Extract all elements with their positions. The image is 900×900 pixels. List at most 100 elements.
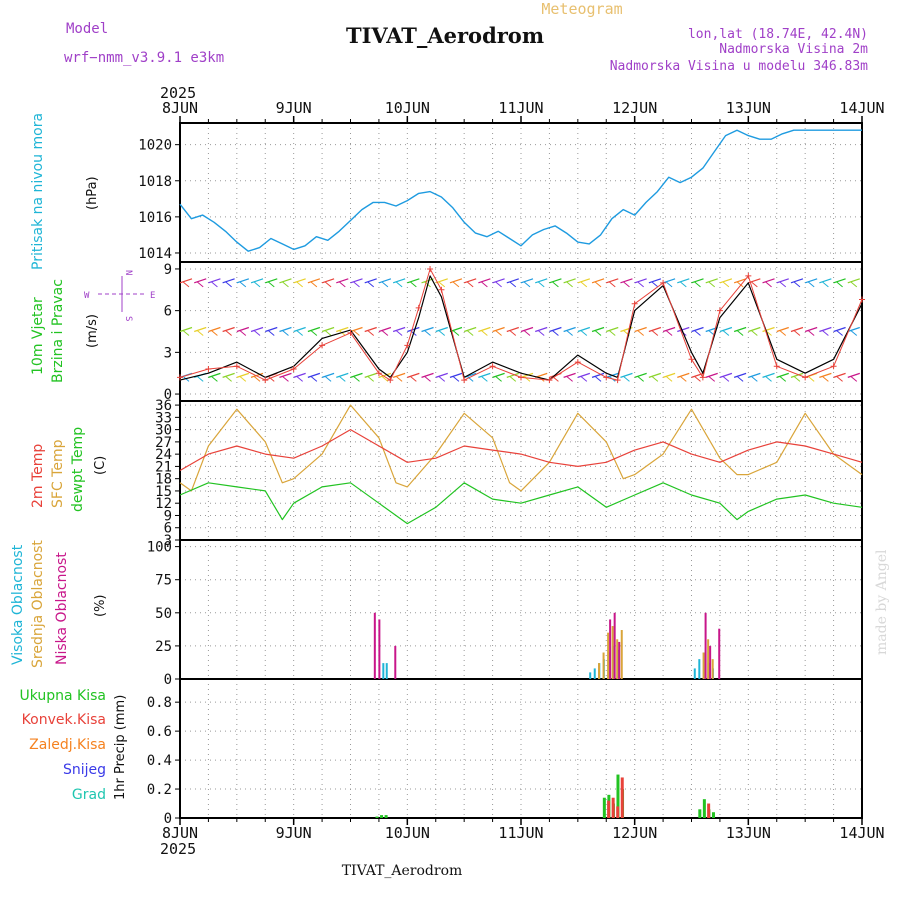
low-cloud-bar xyxy=(609,619,612,679)
wind-barb-feather xyxy=(623,375,630,382)
wind-barb xyxy=(506,278,519,284)
y-tick-label: 15 xyxy=(155,484,172,500)
y-tick-label: 36 xyxy=(155,398,172,414)
low-cloud-bar xyxy=(378,619,381,679)
wind-gust-marker xyxy=(745,272,752,279)
total-rain-bar xyxy=(616,774,620,818)
low-cloud-bar xyxy=(704,612,707,679)
wind-barb xyxy=(364,326,377,333)
wind-barb-feather xyxy=(836,375,843,382)
wind-barb-feather xyxy=(267,375,275,382)
wind-barb-feather xyxy=(509,375,517,382)
wind-barb-feather xyxy=(850,281,858,288)
wind-barb-feather xyxy=(822,375,829,382)
y-tick-label: 0.6 xyxy=(147,724,172,740)
wind-barb-feather xyxy=(438,375,446,382)
wind-barb-feather xyxy=(594,281,602,288)
wind-barb-feather xyxy=(481,281,488,288)
y-tick-label: 1016 xyxy=(138,210,172,226)
total-rain-bar xyxy=(702,799,706,818)
y-tick-label: 0.8 xyxy=(147,695,172,711)
wind-barb xyxy=(449,278,463,284)
wind-barb-feather xyxy=(282,375,289,382)
compass-e: E xyxy=(150,291,155,301)
wind-barb-feather xyxy=(637,281,644,288)
wind-gust-marker xyxy=(205,366,212,373)
total-rain-bar xyxy=(602,797,606,818)
wind-barb-feather xyxy=(509,330,517,336)
x-tick-label-bottom: 8JUN xyxy=(162,824,198,842)
y-tick-label: 18 xyxy=(155,472,172,488)
wind-barb xyxy=(833,326,846,333)
wind-barb xyxy=(733,372,747,378)
wind-barb xyxy=(250,326,264,333)
wind-gust-marker xyxy=(660,279,667,286)
mid-cloud-bar xyxy=(602,652,605,679)
wind-barb-feather xyxy=(651,330,659,336)
wind-barb-feather xyxy=(438,330,446,336)
wind-barb xyxy=(705,278,718,284)
wind-barb xyxy=(208,326,221,333)
wind-barb xyxy=(719,372,733,378)
wind-barb-feather xyxy=(495,375,502,382)
wind-barb-feather xyxy=(822,330,829,336)
wind-barb xyxy=(691,372,704,378)
x-tick-label-bottom: 13JUN xyxy=(726,824,771,842)
wind-gust-marker xyxy=(802,374,809,381)
wind-barb xyxy=(733,278,747,284)
wind-gust-marker xyxy=(387,377,394,384)
wind-barb xyxy=(236,326,250,333)
wind-barb xyxy=(293,372,306,378)
wind-barb xyxy=(819,326,832,333)
wind-barb xyxy=(591,326,605,333)
wind-barb xyxy=(833,278,846,284)
conv-rain-bar xyxy=(611,797,615,818)
wind-barb xyxy=(847,326,860,333)
wind-barb xyxy=(776,326,789,333)
wind-gust-marker xyxy=(177,374,183,381)
wind-barb-feather xyxy=(679,281,687,288)
mid-cloud-bar xyxy=(616,639,619,679)
cloud-title-low: Niska Oblacnost xyxy=(54,552,70,665)
wind-barb-feather xyxy=(253,375,261,382)
wind-gust-marker xyxy=(773,363,780,370)
wind-barb-feather xyxy=(452,281,460,288)
wind-barb-feather xyxy=(452,330,460,336)
wind-barb-feather xyxy=(381,330,389,336)
wind-barb xyxy=(407,326,420,333)
wind-barb xyxy=(407,372,420,378)
x-tick-label-bottom: 9JUN xyxy=(276,824,312,842)
y-tick-label: 0 xyxy=(164,811,172,827)
wind-barb xyxy=(606,326,619,333)
wind-barb xyxy=(208,372,221,378)
wind-barb xyxy=(563,278,576,284)
low-cloud-bar xyxy=(718,628,721,679)
wind-gust-marker xyxy=(546,377,553,384)
wind-barb xyxy=(421,326,434,333)
wind-barb xyxy=(847,372,860,378)
temp-title-dew: dewpt Temp xyxy=(70,427,86,512)
wind-title-2: Brzina i Pravac xyxy=(50,279,66,383)
x-tick-label-top: 9JUN xyxy=(276,99,312,117)
high-cloud-bar xyxy=(693,668,696,679)
wind-barb xyxy=(648,326,662,333)
wind-barb-feather xyxy=(239,330,247,336)
wind-barb-feather xyxy=(637,330,644,336)
wind-barb xyxy=(591,278,605,284)
wind-barb xyxy=(208,278,221,284)
wind-gust-marker xyxy=(427,265,434,272)
wind-barb-feather xyxy=(182,330,190,336)
y-tick-label: 9 xyxy=(164,262,172,278)
wind-barb-feather xyxy=(466,330,474,336)
wind-barb-feather xyxy=(836,281,843,288)
wind-barb xyxy=(563,326,576,333)
wind-gust-marker xyxy=(603,374,610,381)
wind-barb xyxy=(179,326,193,333)
wind-barb-feather xyxy=(182,281,190,288)
sfc-temp-line xyxy=(179,404,863,492)
legend-total: Ukupna Kisa xyxy=(19,688,106,704)
x-tick-label-top: 8JUN xyxy=(162,99,198,117)
high-cloud-bar xyxy=(589,672,592,679)
low-cloud-bar xyxy=(709,645,712,679)
altitude-label: Nadmorska Visina 2m xyxy=(719,42,868,57)
